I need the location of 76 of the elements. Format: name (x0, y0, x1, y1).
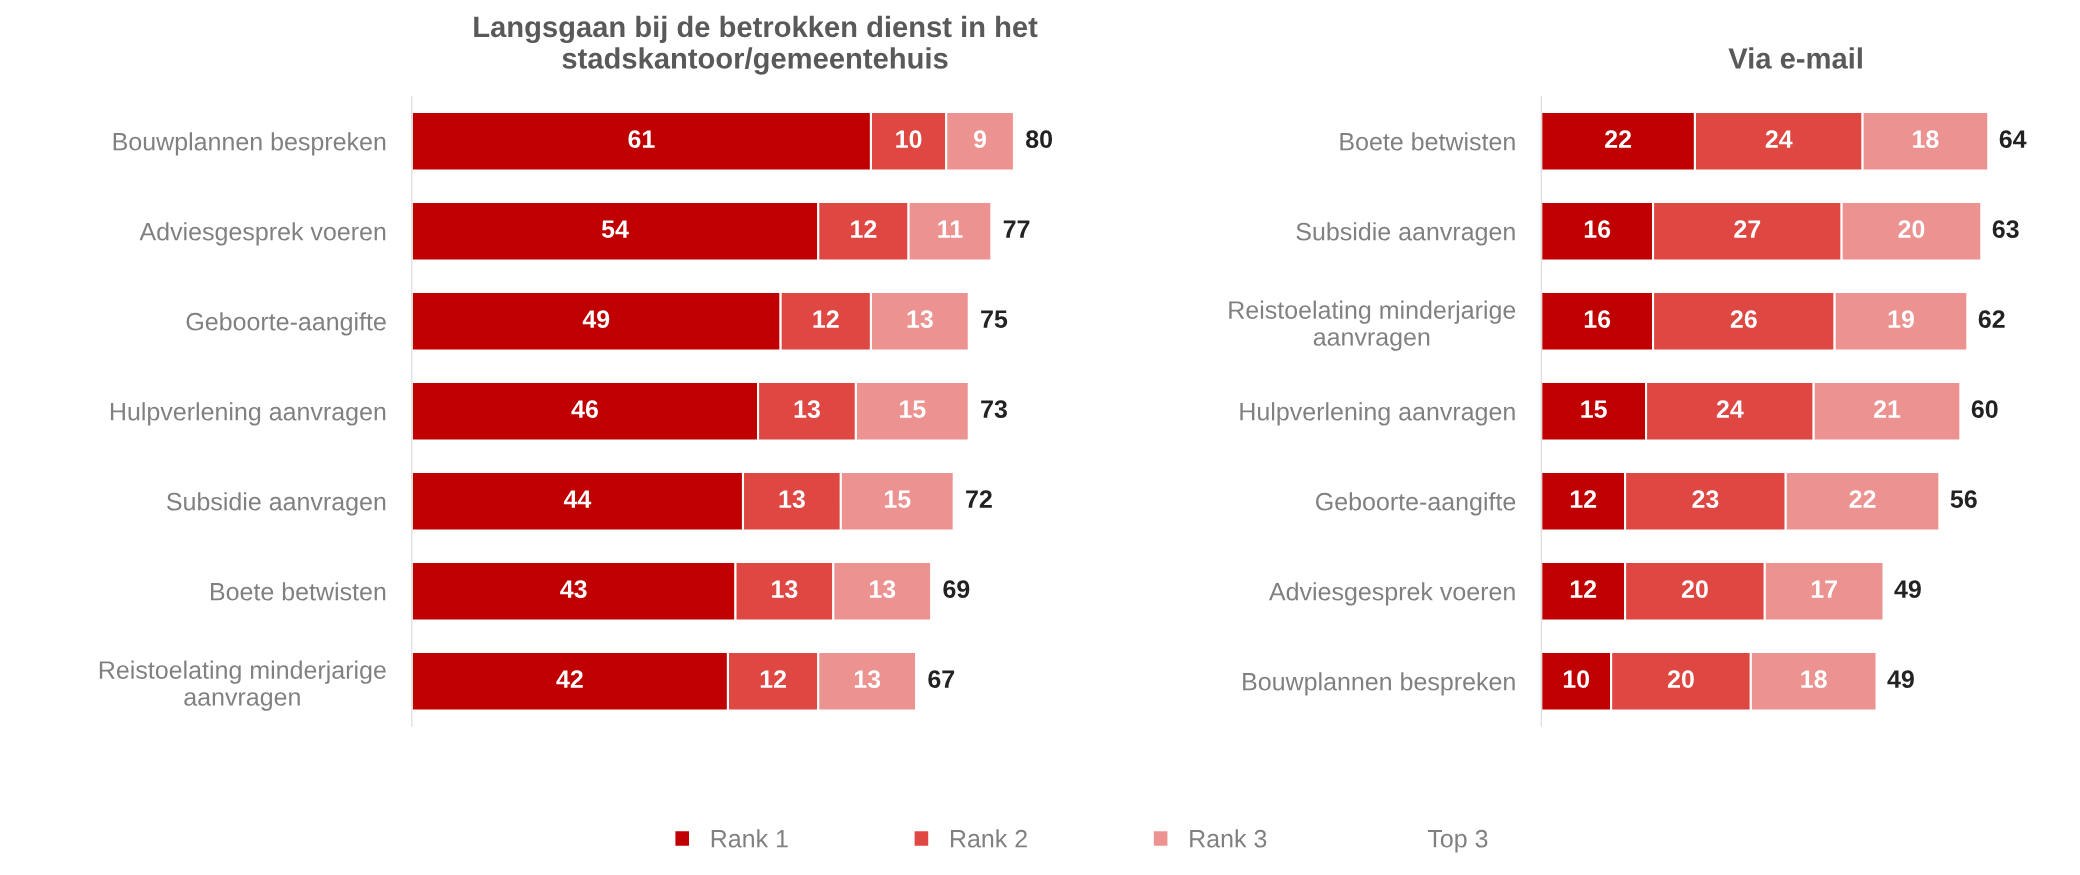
data-label: 43 (560, 580, 587, 598)
total-label: 64 (1999, 130, 2027, 148)
data-label: 26 (1730, 310, 1757, 328)
y-tick-label: Hulpverlening aanvragen (110, 402, 386, 426)
data-label: 61 (628, 130, 655, 148)
total-label: 77 (1003, 220, 1030, 238)
data-label: 10 (896, 130, 922, 148)
data-label: 12 (813, 310, 839, 328)
data-label: 24 (1765, 130, 1793, 148)
chart-title: Langsgaan bij de betrokken dienst in het stadskantoor/gemeentehuis (474, 15, 1038, 75)
data-label: 13 (854, 670, 881, 688)
data-label: 17 (1811, 580, 1837, 598)
y-tick-label: Adviesgesprek voeren (1268, 582, 1515, 606)
data-label: 46 (571, 400, 598, 418)
data-label: 16 (1584, 310, 1611, 328)
data-label: 10 (1563, 670, 1590, 688)
data-label: 19 (1888, 310, 1914, 328)
data-label: 20 (1898, 220, 1925, 238)
data-label: 13 (907, 310, 933, 328)
data-label: 20 (1667, 670, 1694, 688)
data-label: 13 (794, 400, 820, 418)
data-label: 49 (582, 310, 610, 328)
data-label: 27 (1734, 220, 1761, 238)
data-label: 22 (1605, 130, 1632, 148)
data-label: 24 (1716, 400, 1744, 418)
total-label: 72 (966, 490, 992, 508)
data-label: 21 (1873, 400, 1901, 418)
data-label: 12 (1570, 580, 1597, 598)
chart-title: Via e-mail (1728, 47, 1862, 69)
y-tick-label: Reistoelating minderjarige aanvragen (99, 660, 386, 711)
data-label: 13 (779, 490, 805, 508)
total-label: 80 (1026, 130, 1053, 148)
data-label: 12 (760, 670, 787, 688)
data-label: 22 (1849, 490, 1876, 508)
total-label: 56 (1950, 490, 1977, 508)
total-label: 73 (981, 400, 1007, 418)
data-label: 18 (1801, 670, 1827, 688)
total-label: 63 (1992, 220, 2019, 238)
y-tick-label: Hulpverlening aanvragen (1240, 402, 1515, 426)
y-tick-label: Boete betwisten (211, 582, 386, 601)
y-tick-label: Bouwplannen bespreken (113, 132, 386, 156)
total-label: 49 (1887, 670, 1914, 688)
data-label: 15 (884, 490, 911, 508)
total-label: 67 (928, 670, 955, 688)
total-label: 49 (1894, 580, 1921, 598)
data-label: 16 (1584, 220, 1611, 238)
data-label: 15 (1581, 400, 1607, 418)
data-label: 18 (1913, 130, 1939, 148)
legend-label: Rank 2 (950, 829, 1027, 848)
data-label: 23 (1692, 490, 1719, 508)
data-label: 54 (601, 220, 629, 238)
y-tick-label: Geboorte-aangifte (1316, 492, 1516, 516)
data-label: 12 (851, 220, 877, 238)
data-label: 9 (973, 130, 987, 148)
legend-label: Rank 1 (711, 829, 788, 848)
y-tick-label: Geboorte-aangifte (186, 312, 386, 336)
data-label: 13 (772, 580, 798, 598)
total-label: 60 (1971, 400, 1998, 418)
y-tick-label: Subsidie aanvragen (167, 492, 386, 516)
y-tick-label: Subsidie aanvragen (1296, 222, 1515, 246)
data-label: 44 (563, 490, 592, 508)
data-label: 42 (556, 670, 583, 688)
total-label: 62 (1978, 310, 2005, 328)
y-tick-label: Adviesgesprek voeren (139, 222, 386, 246)
data-label: 11 (938, 220, 963, 238)
y-tick-label: Bouwplannen bespreken (1243, 672, 1515, 696)
data-label: 20 (1681, 580, 1708, 598)
text: Top 3 (1427, 829, 1488, 853)
legend-label: Rank 3 (1190, 829, 1267, 848)
total-label: 75 (981, 310, 1008, 328)
total-label: 69 (943, 580, 970, 598)
y-tick-label: Reistoelating minderjarige aanvragen (1229, 300, 1516, 351)
y-tick-label: Boete betwisten (1340, 132, 1515, 151)
data-label: 12 (1570, 490, 1597, 508)
data-label: 13 (869, 580, 896, 598)
data-label: 15 (900, 400, 926, 418)
